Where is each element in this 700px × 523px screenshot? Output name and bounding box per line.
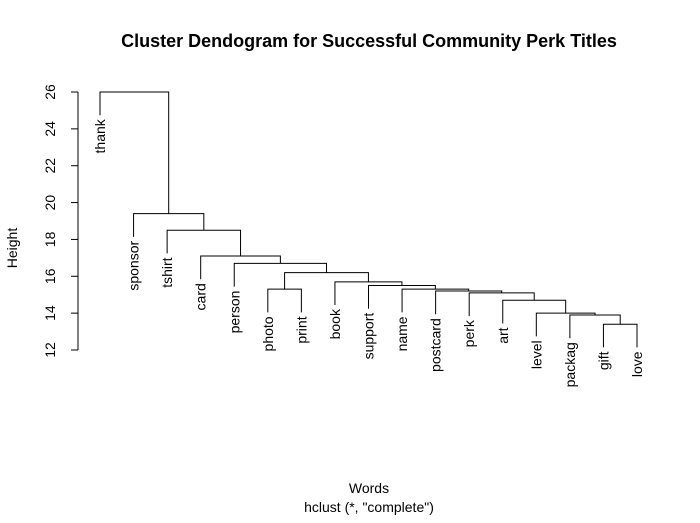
y-tick-label: 24	[42, 121, 58, 137]
dendrogram-link	[569, 314, 621, 339]
leaf-label: photo	[260, 316, 276, 351]
dendrogram-link	[133, 213, 205, 237]
dendrogram-link	[284, 272, 369, 290]
leaf-label: tshirt	[159, 257, 175, 287]
y-axis-label: Height	[4, 228, 20, 269]
y-tick-label: 20	[42, 195, 58, 211]
leaf-label: print	[293, 316, 309, 343]
dendrogram-link	[435, 290, 503, 315]
dendrogram-link	[99, 91, 170, 214]
dendrogram-link	[233, 262, 328, 287]
y-tick-label: 22	[42, 158, 58, 174]
leaf-label: book	[327, 308, 343, 339]
leaf-label: sponsor	[126, 241, 142, 291]
dendrogram-link	[200, 255, 281, 280]
y-tick-label: 26	[42, 84, 58, 100]
leaf-label: postcard	[428, 318, 444, 372]
dendrogram-link	[401, 288, 470, 313]
leaf-label: art	[495, 327, 511, 343]
dendrogram-link	[166, 229, 242, 257]
y-tick-label: 18	[42, 231, 58, 247]
leaf-label: person	[226, 291, 242, 334]
y-tick-label: 12	[42, 342, 58, 358]
leaf-label: thank	[92, 118, 108, 153]
dendrogram-link	[602, 323, 638, 348]
dendrogram-link	[468, 292, 535, 317]
leaf-label: support	[361, 313, 377, 360]
y-tick-label: 16	[42, 268, 58, 284]
y-tick-label: 14	[42, 305, 58, 321]
x-axis-label: Words	[349, 480, 389, 496]
leaf-label: level	[528, 340, 544, 369]
leaf-label: packag	[562, 342, 578, 387]
chart-title: Cluster Dendogram for Successful Communi…	[121, 31, 617, 51]
leaf-label: name	[394, 316, 410, 351]
dendrogram-link	[502, 299, 567, 324]
leaf-label: perk	[461, 319, 477, 347]
dendrogram-link	[267, 288, 302, 313]
leaf-label: card	[193, 283, 209, 310]
leaf-label: love	[629, 351, 645, 377]
leaf-label: gift	[595, 351, 611, 370]
dendrogram-link	[535, 312, 596, 337]
subtitle: hclust (*, "complete")	[304, 499, 434, 515]
